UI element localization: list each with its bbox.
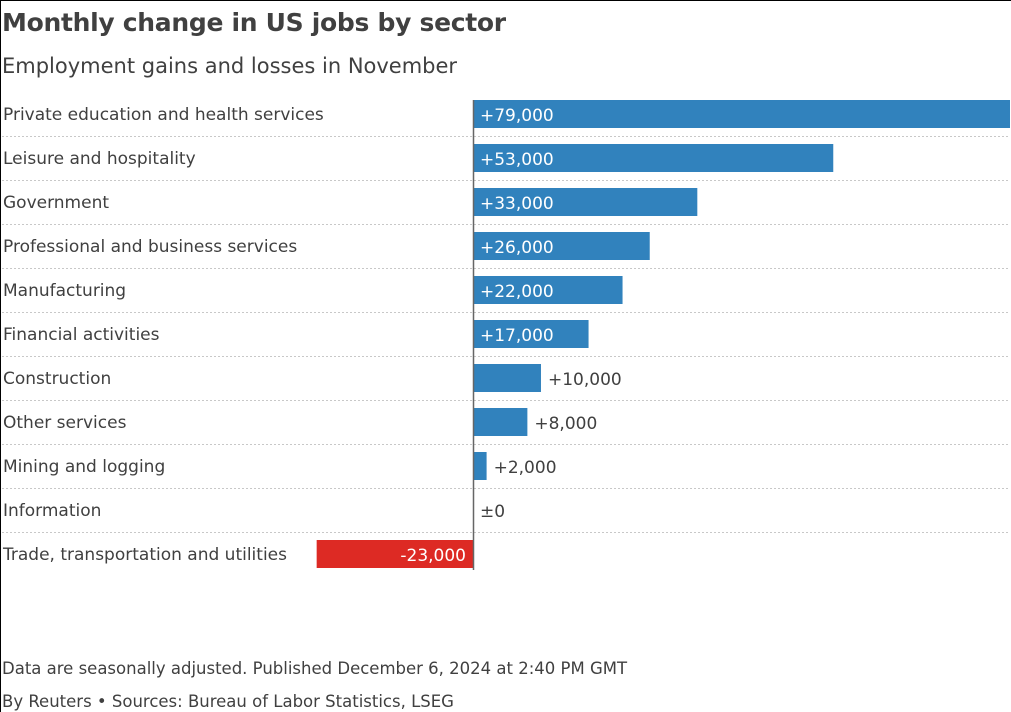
bar: [473, 364, 541, 392]
source-credit: By Reuters • Sources: Bureau of Labor St…: [2, 692, 454, 711]
chart-subtitle: Employment gains and losses in November: [2, 54, 458, 78]
value-label: +79,000: [480, 106, 554, 126]
bar: [473, 452, 487, 480]
bar: [316, 540, 473, 568]
value-label: +17,000: [480, 326, 554, 346]
frame-border-top: [0, 0, 1011, 1]
bar: [473, 408, 528, 436]
value-label: -23,000: [400, 546, 466, 566]
category-label: Mining and logging: [3, 457, 165, 477]
bar: [473, 188, 698, 216]
category-label: Information: [3, 501, 101, 521]
category-label: Government: [3, 193, 109, 213]
category-label: Construction: [3, 369, 111, 389]
frame-border-left: [0, 0, 1, 712]
category-label: Financial activities: [3, 325, 160, 345]
value-label: +53,000: [480, 150, 554, 170]
bar: [473, 100, 1010, 128]
category-label: Leisure and hospitality: [3, 149, 196, 169]
value-label: ±0: [480, 502, 505, 522]
bar: [473, 144, 834, 172]
category-label: Other services: [3, 413, 127, 433]
value-label: +8,000: [534, 414, 597, 434]
footnote: Data are seasonally adjusted. Published …: [2, 659, 628, 678]
value-label: +22,000: [480, 282, 554, 302]
bar: [473, 320, 589, 348]
bar-chart: Private education and health services +79…: [2, 100, 1010, 570]
bar: [473, 232, 650, 260]
category-label: Private education and health services: [3, 105, 324, 125]
bar: [473, 276, 623, 304]
chart-title: Monthly change in US jobs by sector: [2, 8, 506, 37]
value-label: +33,000: [480, 194, 554, 214]
category-label: Trade, transportation and utilities: [2, 545, 287, 565]
value-label: +10,000: [548, 370, 622, 390]
category-label: Manufacturing: [3, 281, 126, 301]
value-label: +2,000: [494, 458, 557, 478]
value-label: +26,000: [480, 238, 554, 258]
category-label: Professional and business services: [3, 237, 297, 257]
